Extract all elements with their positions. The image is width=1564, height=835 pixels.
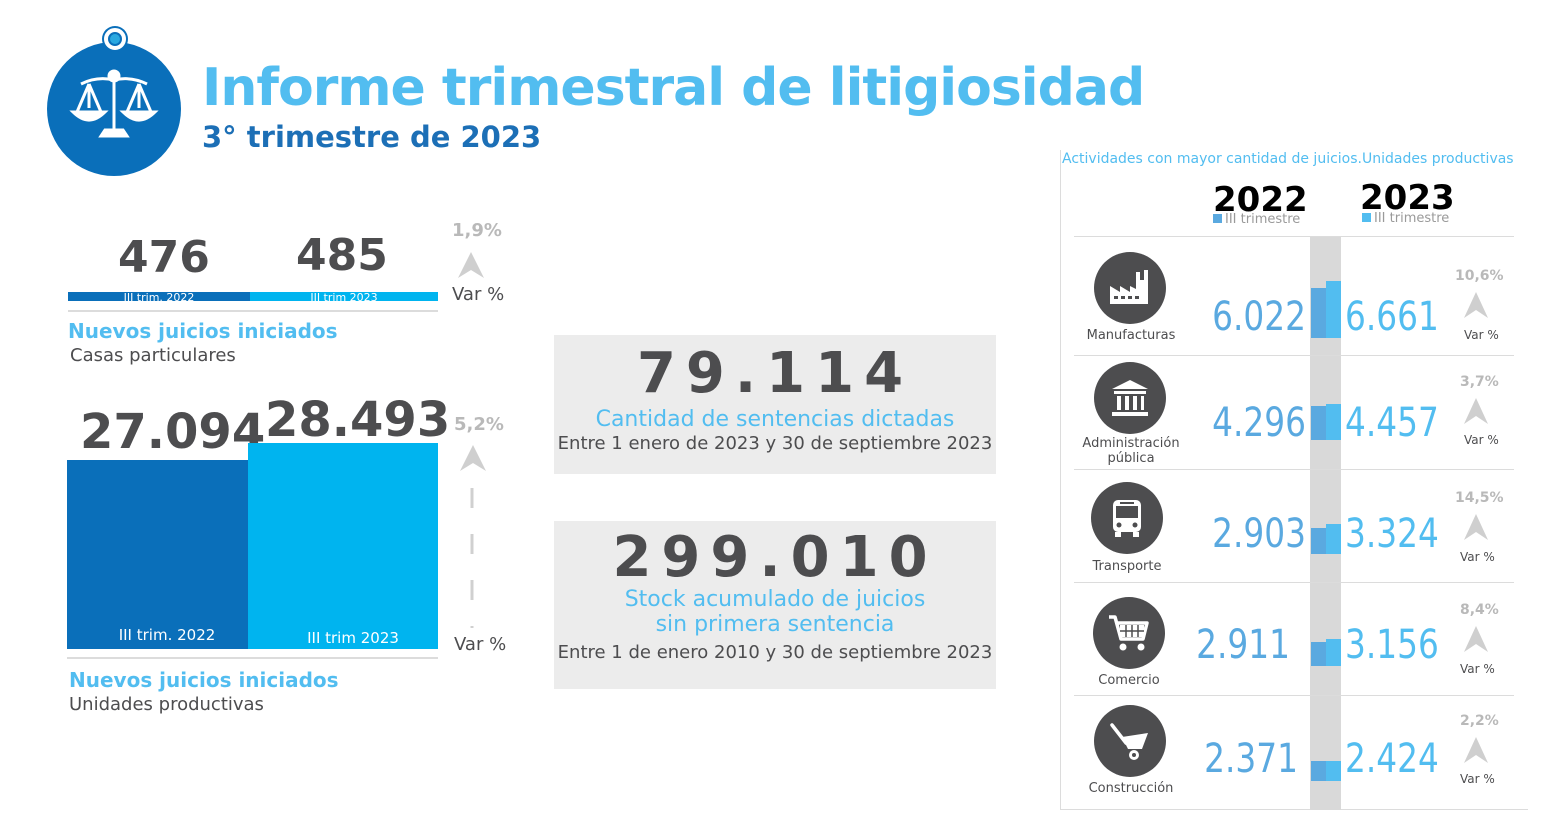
activity-var-pct: 2,2% bbox=[1460, 713, 1499, 729]
activities-title: Actividades con mayor cantidad de juicio… bbox=[1062, 151, 1514, 167]
sentencias-card: 79.114 Cantidad de sentencias dictadas E… bbox=[554, 335, 996, 474]
unidades-var-pct: 5,2% bbox=[454, 414, 504, 435]
unidades-bar-label-2023: III trim 2023 bbox=[307, 629, 399, 647]
row-divider bbox=[1074, 236, 1514, 237]
government-building-icon bbox=[1112, 380, 1148, 416]
bar-2023 bbox=[1326, 404, 1341, 440]
arrow-up-icon bbox=[1464, 292, 1488, 318]
shopping-cart-icon bbox=[1109, 615, 1149, 651]
unidades-bar-2023 bbox=[248, 443, 438, 649]
activity-var-label: Var % bbox=[1464, 433, 1499, 447]
bar-2023 bbox=[1326, 761, 1341, 781]
bar-2023 bbox=[1326, 281, 1341, 338]
bus-icon bbox=[1113, 500, 1141, 537]
bar-2022 bbox=[1311, 642, 1326, 666]
activity-var-pct: 3,7% bbox=[1460, 374, 1499, 390]
dashed-line bbox=[470, 488, 474, 628]
panel-border bbox=[1060, 809, 1528, 810]
stock-title-line2: sin primera sentencia bbox=[655, 612, 895, 637]
activity-value-2022: 2.371 bbox=[1204, 736, 1298, 782]
unidades-bar-2022 bbox=[67, 460, 248, 649]
panel-border bbox=[1060, 150, 1061, 810]
year-2022: 2022 bbox=[1213, 180, 1308, 220]
arrow-up-icon bbox=[1464, 514, 1488, 540]
row-divider bbox=[1074, 695, 1514, 696]
stock-title-line1: Stock acumulado de juicios bbox=[624, 587, 926, 612]
activity-var-pct: 10,6% bbox=[1455, 268, 1504, 284]
activity-label: Administración pública bbox=[1082, 436, 1180, 466]
government-icon-badge bbox=[1094, 362, 1166, 434]
bar-2022 bbox=[1311, 288, 1326, 338]
unidades-var-label: Var % bbox=[454, 634, 507, 655]
activity-var-label: Var % bbox=[1460, 772, 1495, 786]
activity-value-2022: 2.903 bbox=[1212, 511, 1306, 557]
casas-value-2022: 476 bbox=[118, 232, 210, 283]
casas-bar-2022 bbox=[68, 292, 250, 301]
sentencias-subtitle: Entre 1 enero de 2023 y 30 de septiembre… bbox=[557, 433, 993, 454]
activity-var-pct: 14,5% bbox=[1455, 490, 1504, 506]
activity-var-label: Var % bbox=[1460, 550, 1495, 564]
divider bbox=[67, 657, 438, 659]
stock-card: 299.010 Stock acumulado de juicios sin p… bbox=[554, 521, 996, 689]
row-divider bbox=[1074, 582, 1514, 583]
sentencias-value: 79.114 bbox=[636, 341, 914, 406]
bar-2023 bbox=[1326, 639, 1341, 666]
casas-bar-2023 bbox=[250, 292, 438, 301]
casas-var-label: Var % bbox=[452, 284, 505, 305]
year-2022-sub-text: III trimestre bbox=[1225, 212, 1301, 227]
activity-var-label: Var % bbox=[1460, 662, 1495, 676]
unidades-value-2022: 27.094 bbox=[80, 404, 266, 460]
year-2022-sub: III trimestre bbox=[1213, 212, 1300, 227]
divider bbox=[68, 310, 438, 312]
unidades-section-title: Nuevos juicios iniciados bbox=[69, 668, 339, 692]
activity-label: Construcción bbox=[1088, 781, 1174, 796]
casas-value-2023: 485 bbox=[296, 230, 388, 281]
year-2023-sub: III trimestre bbox=[1362, 211, 1449, 226]
arrow-up-icon bbox=[460, 445, 486, 471]
activity-value-2023: 3.156 bbox=[1345, 622, 1439, 668]
arrow-up-icon bbox=[1464, 626, 1488, 652]
activity-var-pct: 8,4% bbox=[1460, 602, 1499, 618]
sentencias-title: Cantidad de sentencias dictadas bbox=[595, 407, 955, 432]
casas-bar-label-2022: III trim. 2022 bbox=[123, 291, 195, 304]
unidades-bar-label-2022: III trim. 2022 bbox=[118, 626, 216, 644]
bar-2023 bbox=[1326, 524, 1341, 554]
unidades-section-subtitle: Unidades productivas bbox=[69, 694, 264, 715]
activity-value-2023: 2.424 bbox=[1345, 736, 1439, 782]
scales-of-justice-icon bbox=[69, 69, 159, 138]
activity-label: Comercio bbox=[1098, 673, 1160, 688]
casas-section-title: Nuevos juicios iniciados bbox=[68, 319, 338, 343]
page-title: Informe trimestral de litigiosidad bbox=[202, 58, 1145, 118]
logo-dot-inner bbox=[110, 34, 120, 44]
bar-2022 bbox=[1311, 406, 1326, 440]
activity-value-2023: 6.661 bbox=[1345, 294, 1439, 340]
arrow-up-icon bbox=[1464, 737, 1488, 763]
casas-section-subtitle: Casas particulares bbox=[70, 345, 236, 366]
year-2023-sub-text: III trimestre bbox=[1374, 211, 1450, 226]
stock-value: 299.010 bbox=[612, 525, 938, 590]
page-subtitle: 3° trimestre de 2023 bbox=[202, 120, 542, 154]
year-2023: 2023 bbox=[1360, 178, 1455, 218]
unidades-value-2023: 28.493 bbox=[265, 392, 451, 448]
bar-2022 bbox=[1311, 528, 1326, 554]
row-divider bbox=[1074, 469, 1514, 470]
activity-var-label: Var % bbox=[1464, 328, 1499, 342]
activity-value-2023: 3.324 bbox=[1345, 511, 1439, 557]
activity-value-2022: 4.296 bbox=[1212, 400, 1306, 446]
casas-var-pct: 1,9% bbox=[452, 220, 502, 241]
factory-icon bbox=[1110, 270, 1148, 304]
bar-2022 bbox=[1311, 761, 1326, 781]
casas-bar-label-2023: III trim 2023 bbox=[310, 291, 378, 304]
activity-label: Manufacturas bbox=[1086, 328, 1176, 343]
arrow-up-icon bbox=[1464, 398, 1488, 424]
activity-value-2022: 6.022 bbox=[1212, 294, 1306, 340]
activity-value-2022: 2.911 bbox=[1196, 622, 1290, 668]
row-divider bbox=[1074, 355, 1514, 356]
stock-subtitle: Entre 1 de enero 2010 y 30 de septiembre… bbox=[557, 642, 993, 663]
activity-label: Transporte bbox=[1092, 559, 1162, 574]
wheelbarrow-icon bbox=[1110, 723, 1148, 760]
arrow-up-icon bbox=[458, 252, 484, 278]
activity-value-2023: 4.457 bbox=[1345, 400, 1439, 446]
